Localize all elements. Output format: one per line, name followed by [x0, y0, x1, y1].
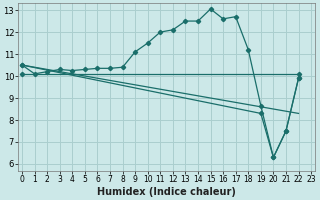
X-axis label: Humidex (Indice chaleur): Humidex (Indice chaleur): [97, 187, 236, 197]
